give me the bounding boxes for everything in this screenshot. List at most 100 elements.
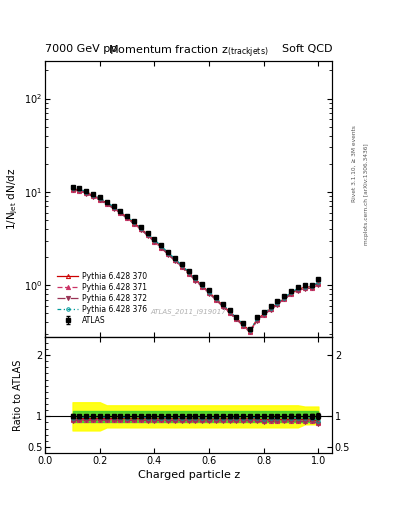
Pythia 6.428 376 — [309, 283, 314, 289]
Legend: Pythia 6.428 370, Pythia 6.428 371, Pythia 6.428 372, Pythia 6.428 376, ATLAS: Pythia 6.428 370, Pythia 6.428 371, Pyth… — [55, 270, 150, 327]
Line: Pythia 6.428 371: Pythia 6.428 371 — [70, 188, 321, 334]
Pythia 6.428 376 — [255, 315, 259, 322]
Pythia 6.428 376 — [111, 204, 116, 210]
Title: Momentum fraction z$_{\sf (track jets)}$: Momentum fraction z$_{\sf (track jets)}$ — [108, 44, 269, 60]
Pythia 6.428 371 — [214, 296, 219, 303]
Pythia 6.428 371 — [111, 205, 116, 211]
Pythia 6.428 372 — [200, 284, 205, 290]
Pythia 6.428 376 — [220, 302, 225, 308]
Pythia 6.428 370 — [84, 189, 88, 196]
Pythia 6.428 370 — [241, 322, 246, 328]
Pythia 6.428 372 — [180, 264, 184, 270]
Pythia 6.428 372 — [91, 194, 95, 200]
Pythia 6.428 372 — [118, 210, 123, 216]
Pythia 6.428 371 — [77, 187, 82, 194]
Pythia 6.428 371 — [302, 285, 307, 291]
Pythia 6.428 372 — [309, 285, 314, 291]
Pythia 6.428 371 — [132, 221, 136, 227]
Pythia 6.428 370 — [220, 302, 225, 308]
Pythia 6.428 370 — [186, 270, 191, 276]
Pythia 6.428 371 — [296, 287, 300, 293]
Text: ATLAS_2011_I919017: ATLAS_2011_I919017 — [151, 308, 226, 315]
Pythia 6.428 370 — [104, 200, 109, 206]
Pythia 6.428 376 — [268, 305, 273, 311]
Pythia 6.428 372 — [227, 310, 232, 316]
Pythia 6.428 376 — [166, 249, 171, 255]
Pythia 6.428 372 — [186, 271, 191, 277]
Pythia 6.428 372 — [296, 288, 300, 294]
Pythia 6.428 372 — [166, 251, 171, 258]
Pythia 6.428 372 — [241, 323, 246, 329]
Line: Pythia 6.428 370: Pythia 6.428 370 — [70, 187, 321, 333]
Pythia 6.428 371 — [173, 258, 177, 264]
Pythia 6.428 372 — [282, 296, 286, 303]
Pythia 6.428 371 — [309, 285, 314, 291]
Pythia 6.428 371 — [227, 310, 232, 316]
Pythia 6.428 376 — [152, 237, 157, 243]
Pythia 6.428 376 — [104, 199, 109, 205]
Pythia 6.428 370 — [282, 295, 286, 302]
X-axis label: Charged particle z: Charged particle z — [138, 470, 240, 480]
Pythia 6.428 376 — [159, 243, 163, 249]
Text: mcplots.cern.ch [arXiv:1306.3436]: mcplots.cern.ch [arXiv:1306.3436] — [364, 144, 369, 245]
Pythia 6.428 376 — [125, 214, 130, 220]
Pythia 6.428 376 — [70, 185, 75, 191]
Pythia 6.428 376 — [275, 300, 280, 306]
Pythia 6.428 372 — [77, 188, 82, 194]
Pythia 6.428 371 — [268, 306, 273, 312]
Pythia 6.428 370 — [234, 315, 239, 322]
Pythia 6.428 372 — [289, 291, 294, 297]
Pythia 6.428 371 — [261, 312, 266, 318]
Pythia 6.428 370 — [132, 220, 136, 226]
Pythia 6.428 376 — [248, 327, 252, 333]
Pythia 6.428 372 — [275, 302, 280, 308]
Pythia 6.428 371 — [220, 303, 225, 309]
Pythia 6.428 371 — [118, 210, 123, 216]
Pythia 6.428 370 — [138, 225, 143, 231]
Pythia 6.428 370 — [118, 209, 123, 215]
Pythia 6.428 371 — [152, 239, 157, 245]
Pythia 6.428 371 — [200, 284, 205, 290]
Line: Pythia 6.428 376: Pythia 6.428 376 — [71, 186, 320, 332]
Pythia 6.428 370 — [227, 309, 232, 315]
Text: Soft QCD: Soft QCD — [282, 44, 332, 54]
Pythia 6.428 370 — [173, 257, 177, 263]
Pythia 6.428 371 — [275, 302, 280, 308]
Pythia 6.428 370 — [268, 306, 273, 312]
Pythia 6.428 371 — [91, 193, 95, 199]
Pythia 6.428 370 — [207, 289, 211, 295]
Pythia 6.428 376 — [234, 314, 239, 321]
Pythia 6.428 372 — [159, 245, 163, 251]
Pythia 6.428 376 — [207, 288, 211, 294]
Pythia 6.428 370 — [91, 193, 95, 199]
Pythia 6.428 371 — [104, 201, 109, 207]
Pythia 6.428 371 — [255, 317, 259, 323]
Pythia 6.428 376 — [97, 195, 102, 201]
Pythia 6.428 371 — [248, 329, 252, 335]
Pythia 6.428 371 — [316, 281, 321, 287]
Pythia 6.428 370 — [70, 186, 75, 192]
Pythia 6.428 372 — [145, 232, 150, 239]
Pythia 6.428 376 — [261, 310, 266, 316]
Pythia 6.428 372 — [111, 205, 116, 211]
Pythia 6.428 372 — [104, 201, 109, 207]
Pythia 6.428 376 — [173, 255, 177, 262]
Pythia 6.428 370 — [111, 204, 116, 210]
Pythia 6.428 372 — [84, 190, 88, 197]
Pythia 6.428 370 — [125, 214, 130, 220]
Pythia 6.428 370 — [97, 196, 102, 202]
Pythia 6.428 372 — [268, 307, 273, 313]
Pythia 6.428 370 — [166, 250, 171, 257]
Pythia 6.428 371 — [159, 245, 163, 251]
Pythia 6.428 372 — [125, 216, 130, 222]
Pythia 6.428 372 — [220, 304, 225, 310]
Pythia 6.428 371 — [193, 277, 198, 283]
Pythia 6.428 376 — [296, 285, 300, 291]
Pythia 6.428 376 — [289, 289, 294, 295]
Pythia 6.428 376 — [180, 262, 184, 268]
Pythia 6.428 372 — [70, 187, 75, 194]
Pythia 6.428 376 — [200, 282, 205, 288]
Text: 7000 GeV pp: 7000 GeV pp — [45, 44, 118, 54]
Pythia 6.428 370 — [302, 284, 307, 290]
Pythia 6.428 376 — [118, 208, 123, 214]
